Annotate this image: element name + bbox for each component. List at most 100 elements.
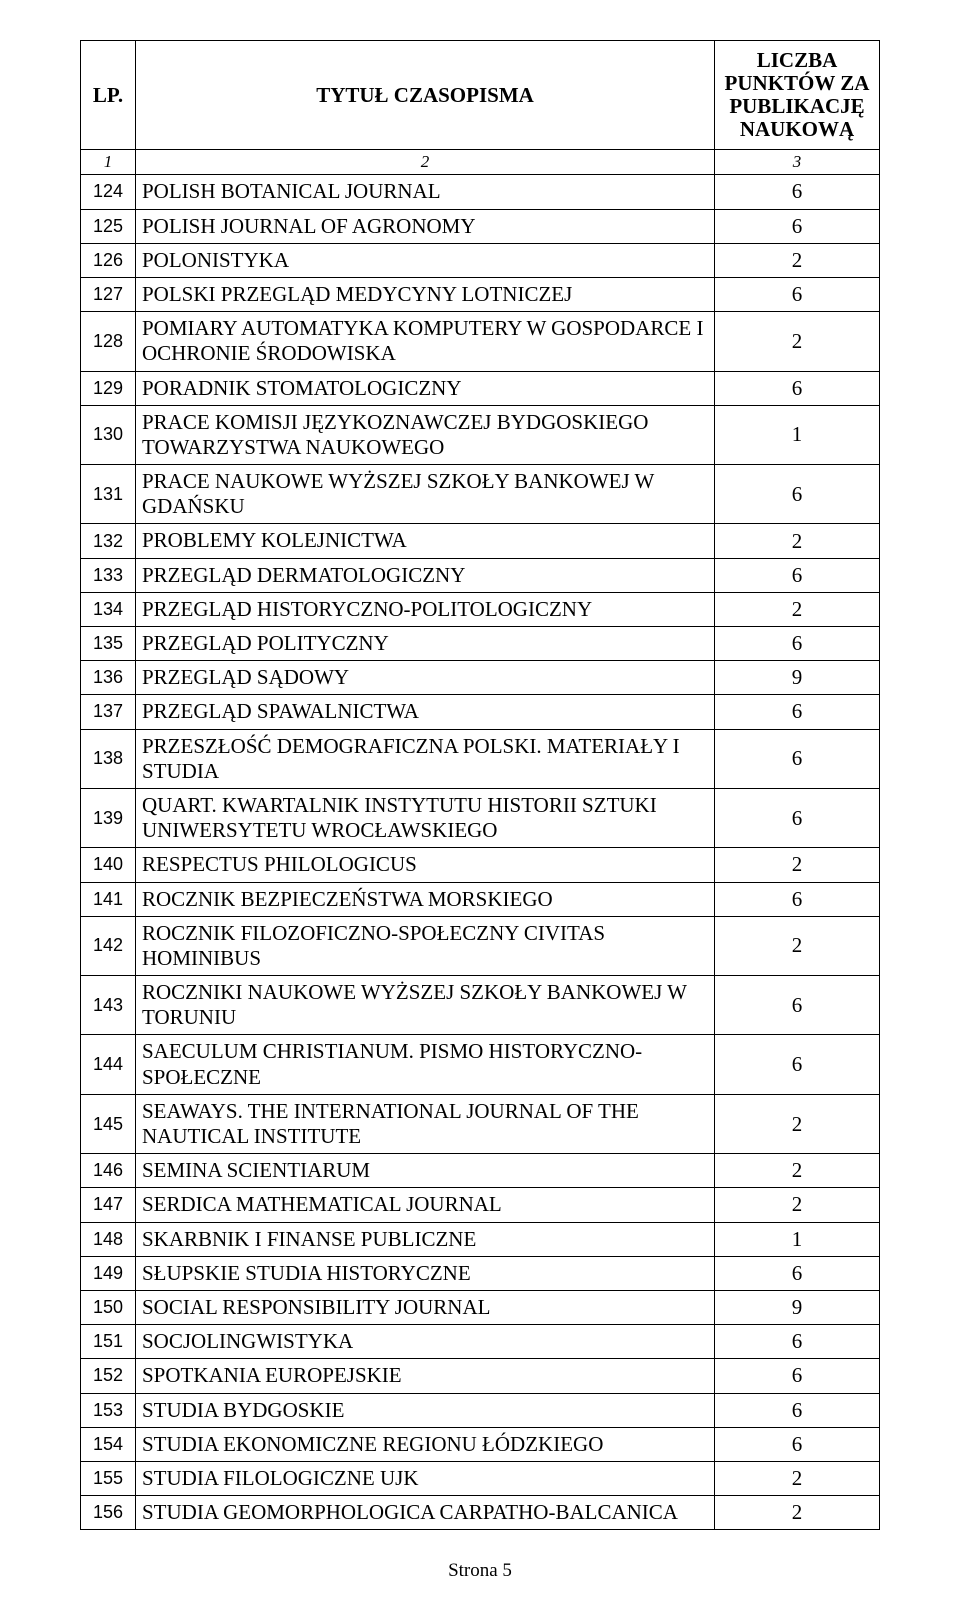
cell-points: 6 [715,1035,880,1094]
table-row: 148SKARBNIK I FINANSE PUBLICZNE1 [81,1222,880,1256]
cell-points: 6 [715,788,880,847]
table-row: 133PRZEGLĄD DERMATOLOGICZNY6 [81,558,880,592]
cell-points: 2 [715,1154,880,1188]
cell-title: PRZEGLĄD SĄDOWY [136,661,715,695]
table-row: 134PRZEGLĄD HISTORYCZNO-POLITOLOGICZNY2 [81,592,880,626]
table-row: 131PRACE NAUKOWE WYŻSZEJ SZKOŁY BANKOWEJ… [81,465,880,524]
cell-lp: 134 [81,592,136,626]
table-body: 124POLISH BOTANICAL JOURNAL6125POLISH JO… [81,175,880,1530]
cell-points: 6 [715,1393,880,1427]
cell-title: SEAWAYS. THE INTERNATIONAL JOURNAL OF TH… [136,1094,715,1153]
table-row: 139QUART. KWARTALNIK INSTYTUTU HISTORII … [81,788,880,847]
table-row: 155STUDIA FILOLOGICZNE UJK2 [81,1461,880,1495]
cell-points: 2 [715,848,880,882]
cell-lp: 145 [81,1094,136,1153]
cell-points: 6 [715,976,880,1035]
cell-lp: 135 [81,627,136,661]
cell-lp: 140 [81,848,136,882]
cell-title: SPOTKANIA EUROPEJSKIE [136,1359,715,1393]
table-row: 147SERDICA MATHEMATICAL JOURNAL2 [81,1188,880,1222]
cell-points: 2 [715,524,880,558]
cell-lp: 132 [81,524,136,558]
cell-points: 6 [715,371,880,405]
cell-points: 6 [715,1427,880,1461]
table-row: 144SAECULUM CHRISTIANUM. PISMO HISTORYCZ… [81,1035,880,1094]
table-row: 140RESPECTUS PHILOLOGICUS2 [81,848,880,882]
cell-lp: 137 [81,695,136,729]
cell-title: ROCZNIK BEZPIECZEŃSTWA MORSKIEGO [136,882,715,916]
cell-lp: 133 [81,558,136,592]
table-row: 150SOCIAL RESPONSIBILITY JOURNAL9 [81,1290,880,1324]
cell-title: RESPECTUS PHILOLOGICUS [136,848,715,882]
table-row: 135PRZEGLĄD POLITYCZNY6 [81,627,880,661]
cell-title: POLISH JOURNAL OF AGRONOMY [136,209,715,243]
cell-lp: 129 [81,371,136,405]
cell-points: 2 [715,1496,880,1530]
header-points: LICZBA PUNKTÓW ZA PUBLIKACJĘ NAUKOWĄ [715,41,880,150]
table-row: 142ROCZNIK FILOZOFICZNO-SPOŁECZNY CIVITA… [81,916,880,975]
cell-title: SŁUPSKIE STUDIA HISTORYCZNE [136,1256,715,1290]
cell-points: 1 [715,1222,880,1256]
cell-title: STUDIA FILOLOGICZNE UJK [136,1461,715,1495]
cell-title: SEMINA SCIENTIARUM [136,1154,715,1188]
cell-points: 6 [715,695,880,729]
table-row: 132PROBLEMY KOLEJNICTWA2 [81,524,880,558]
cell-lp: 127 [81,277,136,311]
cell-lp: 152 [81,1359,136,1393]
table-row: 127POLSKI PRZEGLĄD MEDYCYNY LOTNICZEJ6 [81,277,880,311]
cell-title: PROBLEMY KOLEJNICTWA [136,524,715,558]
header-lp: LP. [81,41,136,150]
page-container: LP. TYTUŁ CZASOPISMA LICZBA PUNKTÓW ZA P… [0,0,960,1602]
cell-lp: 126 [81,243,136,277]
cell-title: PRZEGLĄD SPAWALNICTWA [136,695,715,729]
table-row: 137PRZEGLĄD SPAWALNICTWA6 [81,695,880,729]
cell-lp: 148 [81,1222,136,1256]
cell-title: STUDIA GEOMORPHOLOGICA CARPATHO-BALCANIC… [136,1496,715,1530]
cell-points: 6 [715,1325,880,1359]
cell-points: 2 [715,243,880,277]
cell-lp: 139 [81,788,136,847]
cell-title: PRZEGLĄD DERMATOLOGICZNY [136,558,715,592]
table-row: 130PRACE KOMISJI JĘZYKOZNAWCZEJ BYDGOSKI… [81,405,880,464]
cell-lp: 124 [81,175,136,209]
table-row: 129PORADNIK STOMATOLOGICZNY6 [81,371,880,405]
table-row: 125POLISH JOURNAL OF AGRONOMY6 [81,209,880,243]
cell-points: 6 [715,1256,880,1290]
cell-points: 6 [715,277,880,311]
cell-points: 6 [715,627,880,661]
cell-title: POMIARY AUTOMATYKA KOMPUTERY W GOSPODARC… [136,312,715,371]
cell-title: QUART. KWARTALNIK INSTYTUTU HISTORII SZT… [136,788,715,847]
cell-points: 6 [715,882,880,916]
cell-title: POLISH BOTANICAL JOURNAL [136,175,715,209]
cell-title: ROCZNIKI NAUKOWE WYŻSZEJ SZKOŁY BANKOWEJ… [136,976,715,1035]
cell-lp: 136 [81,661,136,695]
table-row: 126POLONISTYKA2 [81,243,880,277]
cell-points: 6 [715,558,880,592]
cell-title: ROCZNIK FILOZOFICZNO-SPOŁECZNY CIVITAS H… [136,916,715,975]
cell-lp: 153 [81,1393,136,1427]
cell-title: PRZEGLĄD POLITYCZNY [136,627,715,661]
cell-lp: 138 [81,729,136,788]
cell-lp: 128 [81,312,136,371]
cell-lp: 154 [81,1427,136,1461]
cell-points: 2 [715,1094,880,1153]
cell-title: STUDIA BYDGOSKIE [136,1393,715,1427]
cell-points: 9 [715,1290,880,1324]
subheader-1: 1 [81,150,136,175]
cell-points: 6 [715,729,880,788]
table-row: 141ROCZNIK BEZPIECZEŃSTWA MORSKIEGO6 [81,882,880,916]
cell-title: STUDIA EKONOMICZNE REGIONU ŁÓDZKIEGO [136,1427,715,1461]
table-row: 146SEMINA SCIENTIARUM2 [81,1154,880,1188]
table-row: 149SŁUPSKIE STUDIA HISTORYCZNE6 [81,1256,880,1290]
cell-lp: 156 [81,1496,136,1530]
cell-title: PRACE NAUKOWE WYŻSZEJ SZKOŁY BANKOWEJ W … [136,465,715,524]
cell-points: 2 [715,916,880,975]
cell-points: 2 [715,312,880,371]
cell-lp: 142 [81,916,136,975]
table-row: 138PRZESZŁOŚĆ DEMOGRAFICZNA POLSKI. MATE… [81,729,880,788]
subheader-3: 3 [715,150,880,175]
table-row: 124POLISH BOTANICAL JOURNAL6 [81,175,880,209]
cell-points: 2 [715,592,880,626]
cell-points: 2 [715,1188,880,1222]
table-row: 128POMIARY AUTOMATYKA KOMPUTERY W GOSPOD… [81,312,880,371]
